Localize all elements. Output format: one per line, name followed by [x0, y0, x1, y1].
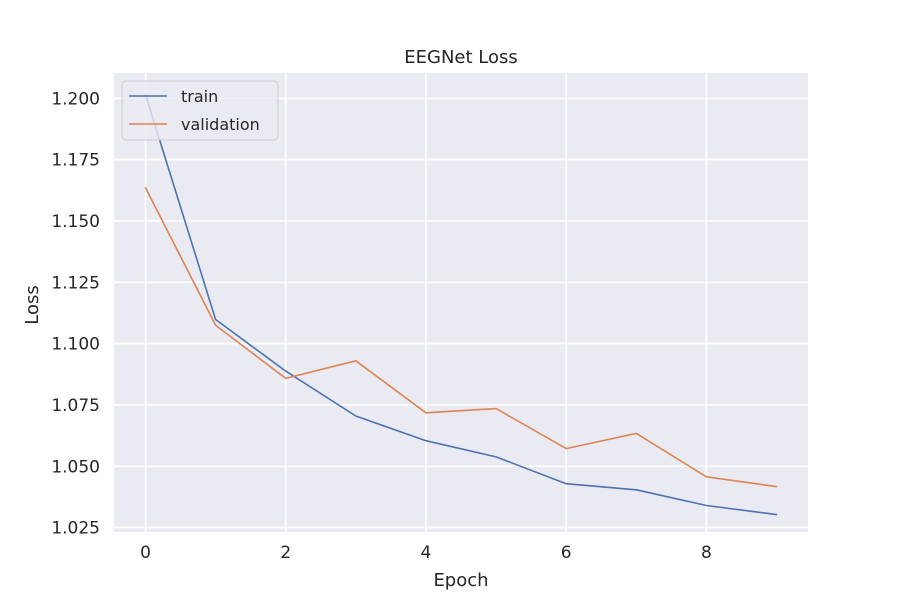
y-tick-label: 1.025: [51, 519, 100, 539]
y-tick-label: 1.050: [51, 457, 100, 477]
x-tick-label: 0: [140, 543, 151, 563]
legend: train validation: [121, 80, 279, 141]
chart-title: EEGNet Loss: [404, 47, 518, 68]
y-tick-labels: 1.025 1.050 1.075 1.100 1.125 1.150 1.175 1.200: [51, 89, 100, 538]
y-tick-label: 1.200: [51, 89, 100, 109]
grid-lines: [114, 73, 808, 532]
y-tick-label: 1.100: [51, 335, 100, 355]
y-axis-label: Loss: [22, 285, 43, 324]
y-tick-label: 1.125: [51, 273, 100, 293]
series-layer: [144, 93, 778, 516]
legend-label-validation: validation: [181, 115, 260, 134]
x-tick-labels: 0 2 4 6 8: [140, 543, 712, 563]
x-axis-label: Epoch: [433, 570, 488, 591]
y-tick-label: 1.175: [51, 151, 100, 171]
y-tick-label: 1.150: [51, 212, 100, 232]
x-tick-label: 6: [561, 543, 572, 563]
series-line-validation: [144, 187, 778, 488]
x-tick-label: 2: [280, 543, 291, 563]
legend-label-train: train: [181, 87, 218, 106]
x-tick-label: 4: [421, 543, 432, 563]
plot-background: [114, 73, 808, 532]
series-line-train: [144, 93, 778, 516]
x-tick-label: 8: [701, 543, 712, 563]
y-tick-label: 1.075: [51, 396, 100, 416]
